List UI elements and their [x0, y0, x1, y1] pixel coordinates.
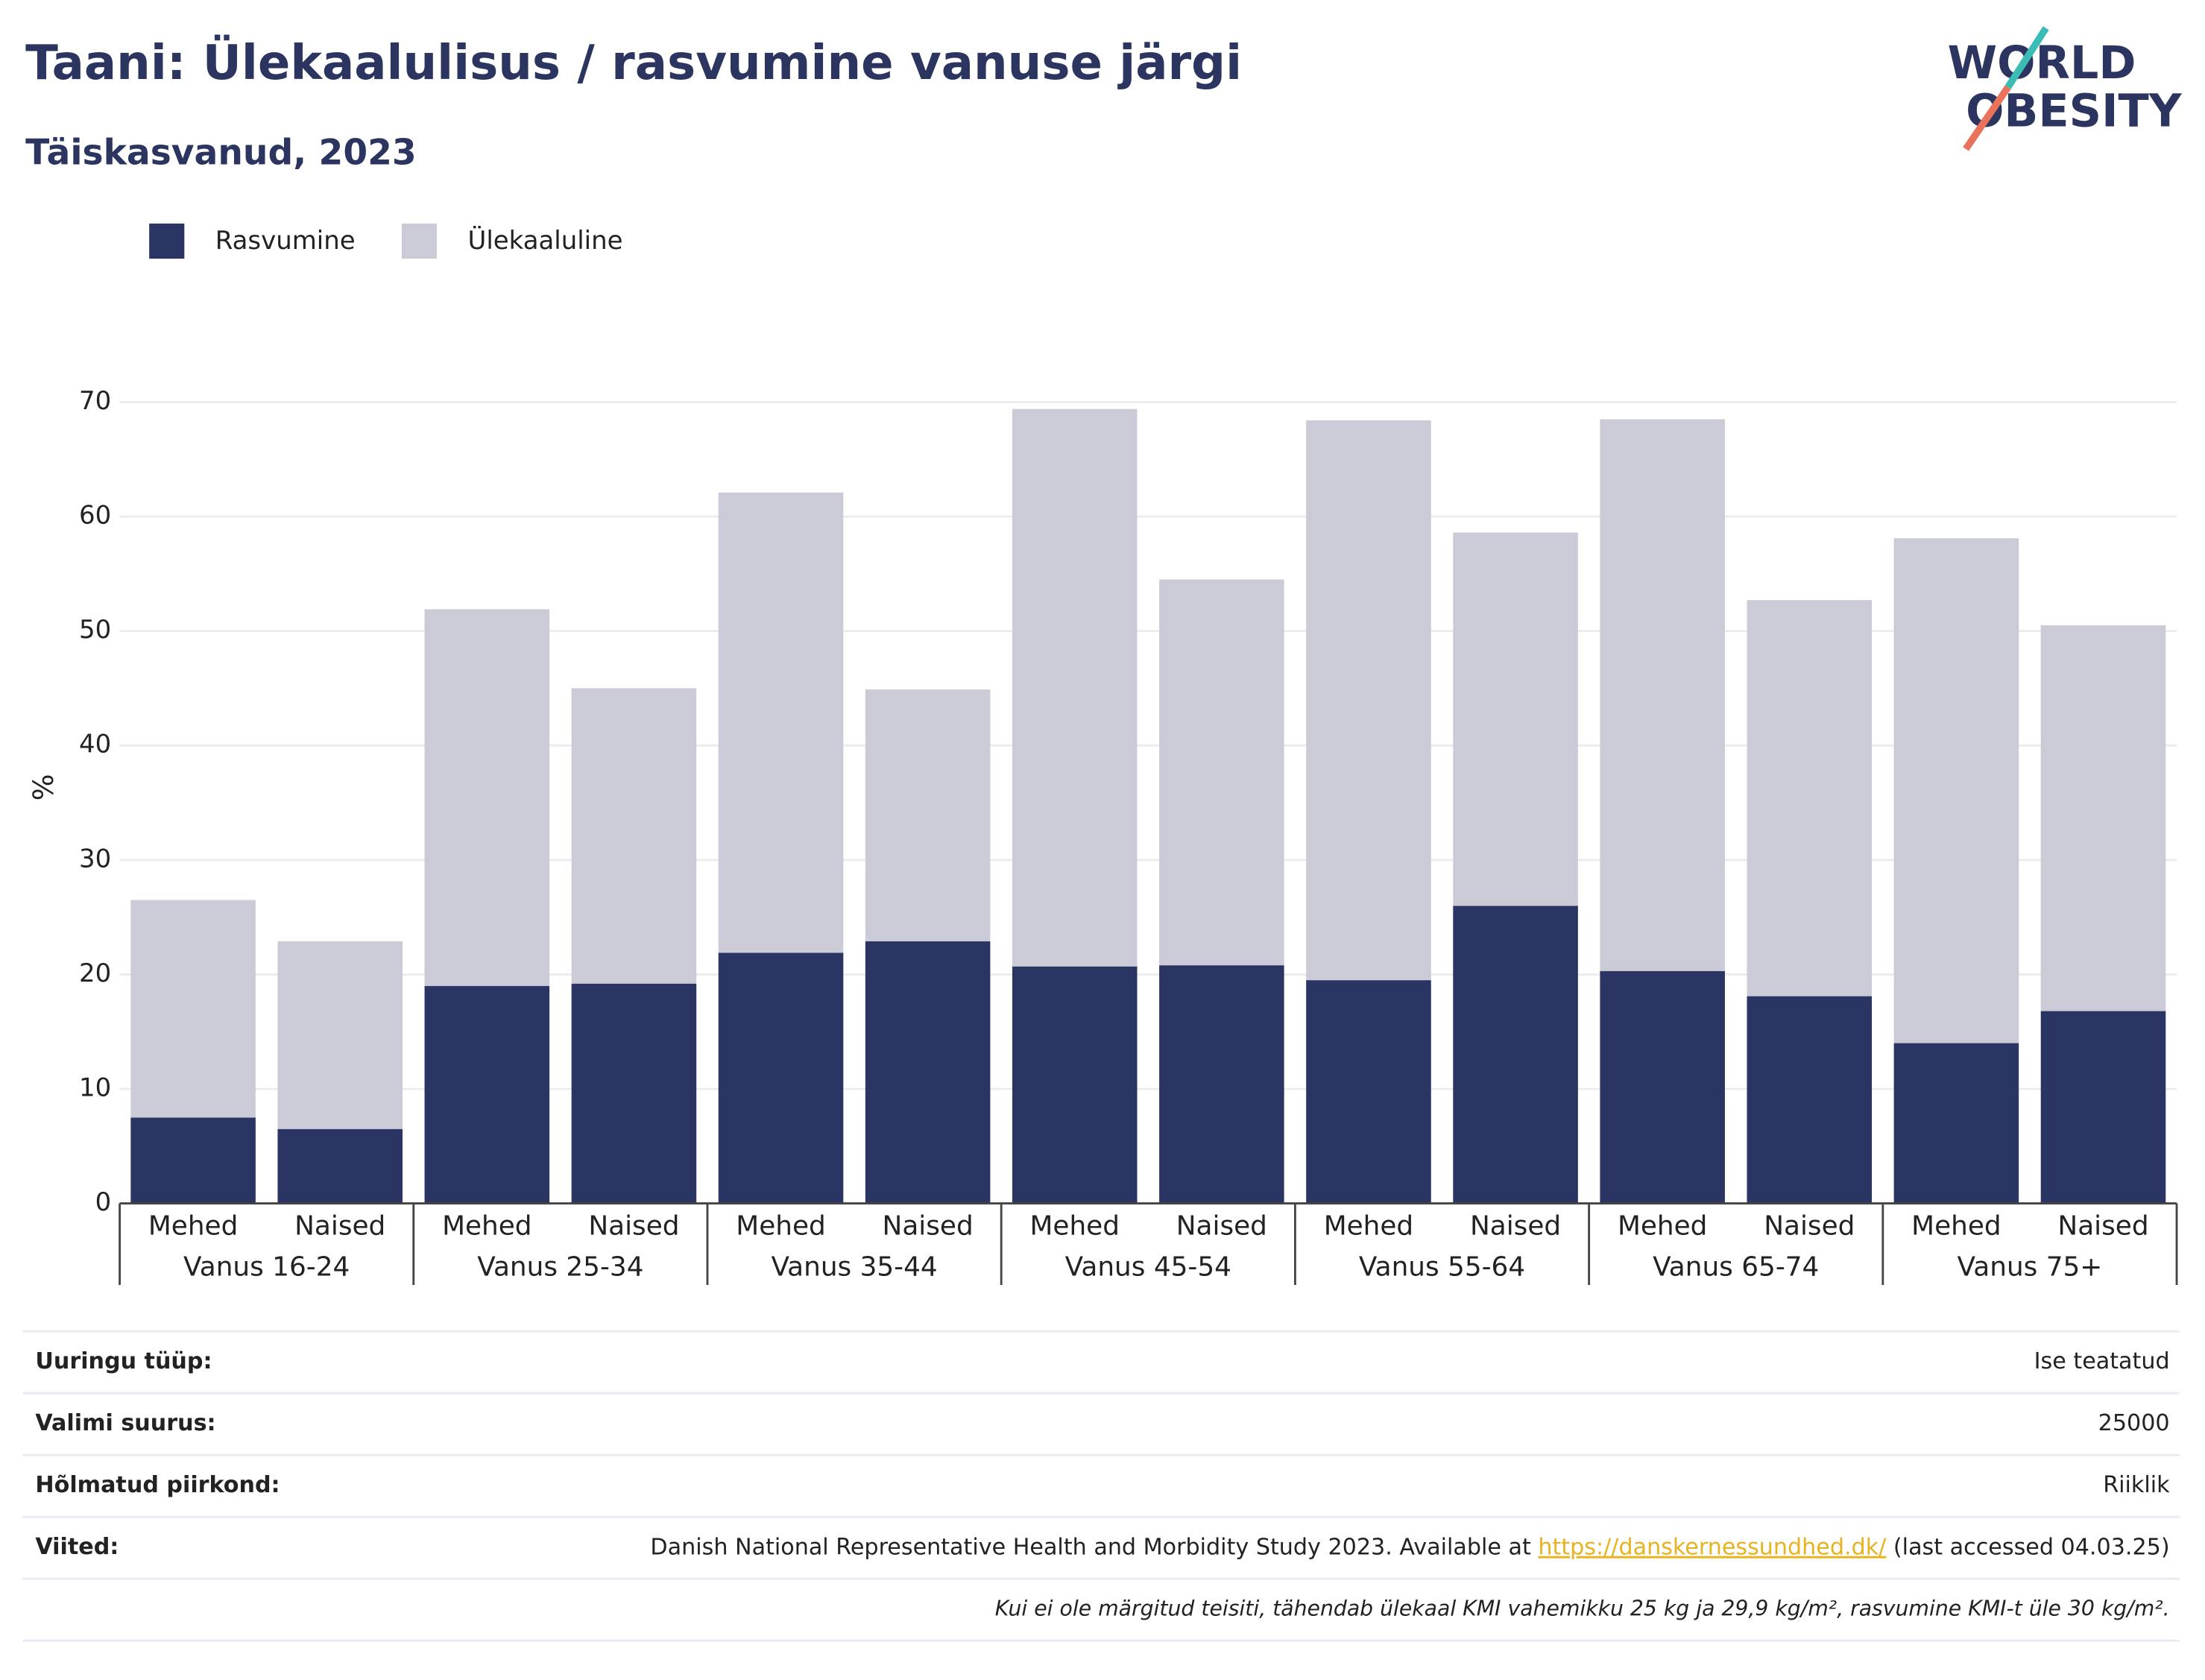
y-tick-label: 0	[95, 1187, 112, 1217]
x-tick-label: Mehed	[148, 1211, 238, 1242]
x-tick-label: Naised	[1176, 1211, 1267, 1242]
y-tick-label: 30	[79, 844, 111, 874]
x-tick-label: Naised	[2057, 1211, 2148, 1242]
legend-label: Ülekaaluline	[468, 225, 623, 256]
logo-text: WORLD	[1948, 37, 2136, 89]
x-tick-label: Mehed	[736, 1211, 825, 1242]
bar-segment	[2040, 1011, 2166, 1204]
x-tick-label: Mehed	[1911, 1211, 2001, 1242]
table-label: Hõlmatud piirkond:	[35, 1472, 280, 1498]
legend-label: Rasvumine	[215, 226, 356, 256]
bar-segment	[277, 941, 403, 1129]
table-value: 25000	[2098, 1410, 2170, 1436]
logo-slash	[2004, 26, 2049, 89]
logo: WORLD OBESITY	[1948, 26, 2183, 151]
group-label: Vanus 65-74	[1653, 1251, 1819, 1282]
bar-segment	[1747, 600, 1873, 997]
bar-segment	[130, 900, 256, 1118]
bar-segment	[1600, 970, 1725, 1204]
bar-segment	[718, 953, 844, 1204]
y-tick-label: 10	[79, 1073, 111, 1102]
bar-segment	[1600, 419, 1725, 971]
reference-link[interactable]: https://danskernessundhed.dk/	[1538, 1534, 1887, 1560]
bar-segment	[1012, 966, 1138, 1204]
x-tick-label: Mehed	[442, 1211, 531, 1242]
chart-title: Taani: Ülekaalulisus / rasvumine vanuse …	[25, 34, 1242, 91]
bar-segment	[571, 688, 697, 984]
bar-segment	[1747, 996, 1873, 1204]
bar-segment	[718, 492, 844, 953]
reference-text: (last accessed 04.03.25)	[1886, 1534, 2169, 1560]
x-tick-label: Mehed	[1324, 1211, 1413, 1242]
bar-segment	[1159, 965, 1284, 1204]
table-label: Uuringu tüüp:	[35, 1348, 212, 1374]
y-tick-label: 20	[79, 959, 111, 988]
bar-segment	[1893, 538, 2019, 1043]
bar-segment	[277, 1128, 403, 1204]
logo-text: OBESITY	[1966, 85, 2183, 137]
x-tick-label: Naised	[1764, 1211, 1855, 1242]
bar-segment	[865, 689, 991, 941]
bar-segment	[1306, 980, 1431, 1204]
table-label: Valimi suurus:	[35, 1410, 215, 1436]
bar-segment	[424, 609, 550, 986]
table-label: Viited:	[35, 1534, 119, 1560]
group-label: Vanus 55-64	[1359, 1251, 1525, 1282]
chart-subtitle: Täiskasvanud, 2023	[25, 132, 417, 173]
x-tick-label: Naised	[588, 1211, 679, 1242]
footnote: Kui ei ole märgitud teisiti, tähendab ül…	[995, 1597, 2170, 1621]
x-tick-label: Mehed	[1618, 1211, 1707, 1242]
bar-segment	[130, 1117, 256, 1204]
x-tick-label: Naised	[883, 1211, 974, 1242]
bar-segment	[1306, 420, 1431, 981]
y-tick-label: 40	[79, 730, 111, 760]
bar-segment	[1453, 532, 1578, 906]
bar-segment	[571, 983, 697, 1204]
bar-segment	[865, 941, 991, 1204]
x-tick-label: Mehed	[1030, 1211, 1120, 1242]
group-label: Vanus 25-34	[477, 1251, 643, 1282]
y-tick-label: 60	[79, 501, 111, 531]
legend-swatch	[401, 223, 438, 259]
bar-segment	[1893, 1043, 2019, 1204]
table-value: Riiklik	[2103, 1472, 2170, 1498]
table-value: Danish National Representative Health an…	[650, 1534, 2169, 1560]
table-value: Ise teatatud	[2034, 1348, 2170, 1374]
bar-segment	[1453, 906, 1578, 1204]
legend-swatch	[149, 223, 185, 259]
group-label: Vanus 35-44	[771, 1251, 937, 1282]
y-tick-label: 50	[79, 615, 111, 645]
x-tick-label: Naised	[1470, 1211, 1561, 1242]
group-label: Vanus 45-54	[1065, 1251, 1231, 1282]
group-label: Vanus 16-24	[183, 1251, 350, 1282]
y-axis-label: %	[27, 774, 60, 800]
bar-segment	[424, 985, 550, 1204]
bar-segment	[1159, 579, 1284, 966]
bar-segment	[2040, 625, 2166, 1011]
bar-segment	[1012, 408, 1138, 967]
logo-slash	[1963, 85, 2011, 151]
group-label: Vanus 75+	[1958, 1251, 2103, 1282]
reference-text: Danish National Representative Health an…	[650, 1534, 1538, 1560]
x-tick-label: Naised	[294, 1211, 385, 1242]
y-tick-label: 70	[79, 386, 111, 416]
